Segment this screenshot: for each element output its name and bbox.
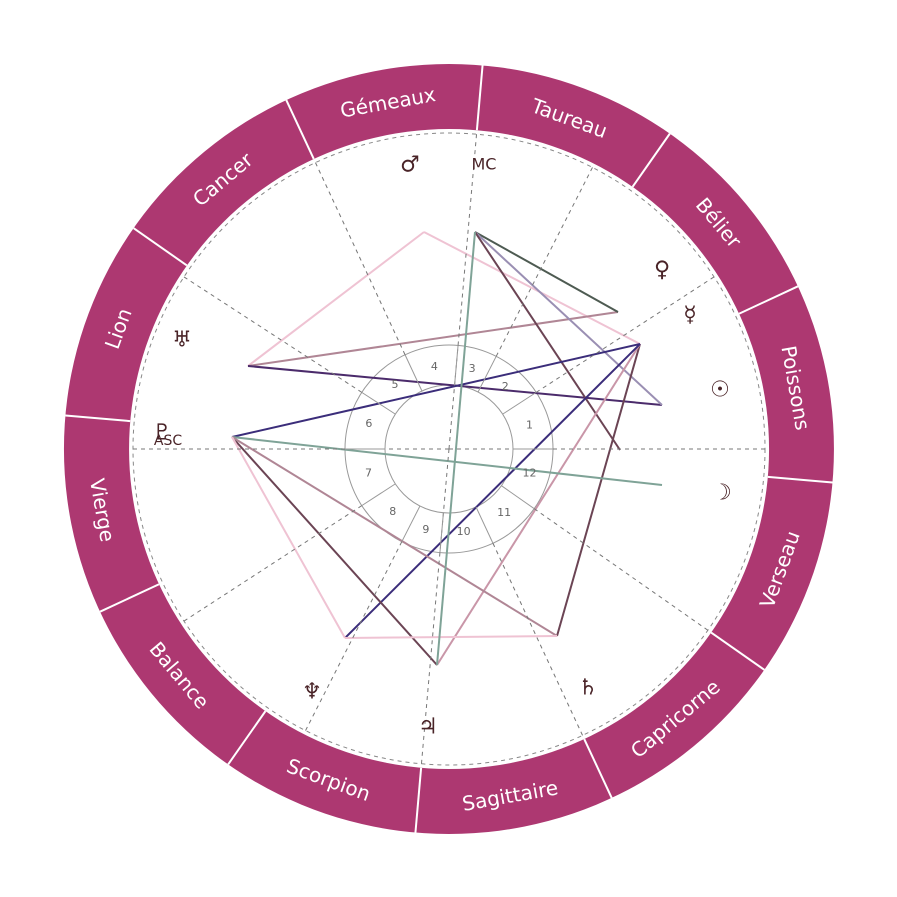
mc-label: MC (472, 155, 497, 174)
house-number: 8 (389, 505, 396, 518)
aspect-line (556, 343, 641, 637)
aspect-line (231, 436, 663, 486)
house-tick (477, 356, 497, 393)
house-number: 10 (457, 525, 471, 538)
sign-divider (414, 767, 423, 833)
house-number: 11 (497, 506, 511, 519)
house-cusp (492, 543, 584, 736)
aspect-line (474, 231, 621, 451)
planet-symbol: ♃ (418, 715, 438, 740)
house-cusp (535, 276, 715, 393)
planet-symbol: ♇ (152, 421, 172, 446)
sign-divider (99, 583, 160, 613)
house-number: 7 (365, 466, 372, 479)
asc-label: ASC (154, 433, 182, 449)
planet-symbol: ☽ (712, 481, 732, 506)
house-tick (404, 354, 423, 392)
house-cusp (314, 162, 406, 355)
house-number: 3 (469, 362, 476, 375)
planet-symbol: ♀ (654, 258, 670, 283)
house-tick (501, 485, 535, 510)
sign-divider (767, 475, 833, 484)
sign-divider (227, 710, 267, 765)
sign-divider (738, 285, 799, 315)
sign-divider (710, 631, 765, 671)
sign-divider (285, 99, 315, 160)
house-number: 1 (526, 419, 533, 432)
house-cusp (495, 167, 593, 357)
house-tick (502, 391, 537, 415)
aspect-line (231, 436, 558, 637)
aspect-line (247, 231, 425, 367)
house-cusp (183, 276, 363, 393)
planet-symbol: ☉ (710, 378, 730, 403)
aspect-lines (231, 231, 663, 666)
house-tick (439, 512, 444, 553)
planet-symbol: ♂ (400, 153, 420, 178)
house-tick (361, 483, 396, 507)
house-cusp (183, 505, 363, 622)
house-tick (454, 345, 459, 386)
planet-symbol: ☿ (683, 303, 697, 328)
house-tick (361, 391, 396, 415)
sign-divider (133, 227, 188, 267)
aspect-line (423, 231, 641, 345)
aspect-line (436, 343, 641, 666)
sign-divider (583, 738, 613, 799)
house-number: 12 (523, 466, 537, 479)
aspect-line (231, 436, 438, 666)
house-number: 2 (502, 380, 509, 393)
aspect-line (247, 311, 619, 367)
aspect-line (474, 231, 663, 406)
aspect-line (231, 343, 641, 438)
house-cusp (448, 134, 478, 450)
planet-symbol: ♄ (578, 676, 598, 701)
house-number: 4 (431, 360, 438, 373)
aspect-line (231, 436, 346, 639)
house-number: 6 (365, 417, 372, 430)
house-number: 9 (422, 523, 429, 536)
aspect-line (436, 231, 476, 666)
aspect-line (474, 231, 619, 313)
aspect-line (344, 343, 641, 639)
aspect-line (344, 635, 558, 639)
house-cusp (533, 508, 709, 631)
sign-divider (65, 414, 131, 423)
house-number: 5 (392, 378, 399, 391)
house-cusp (305, 541, 403, 731)
house-tick (401, 505, 421, 542)
sign-divider (631, 133, 671, 188)
planet-symbol: ♆ (302, 680, 322, 705)
planet-symbol: ♅ (172, 328, 192, 353)
sign-divider (475, 65, 484, 131)
house-tick (475, 506, 494, 544)
